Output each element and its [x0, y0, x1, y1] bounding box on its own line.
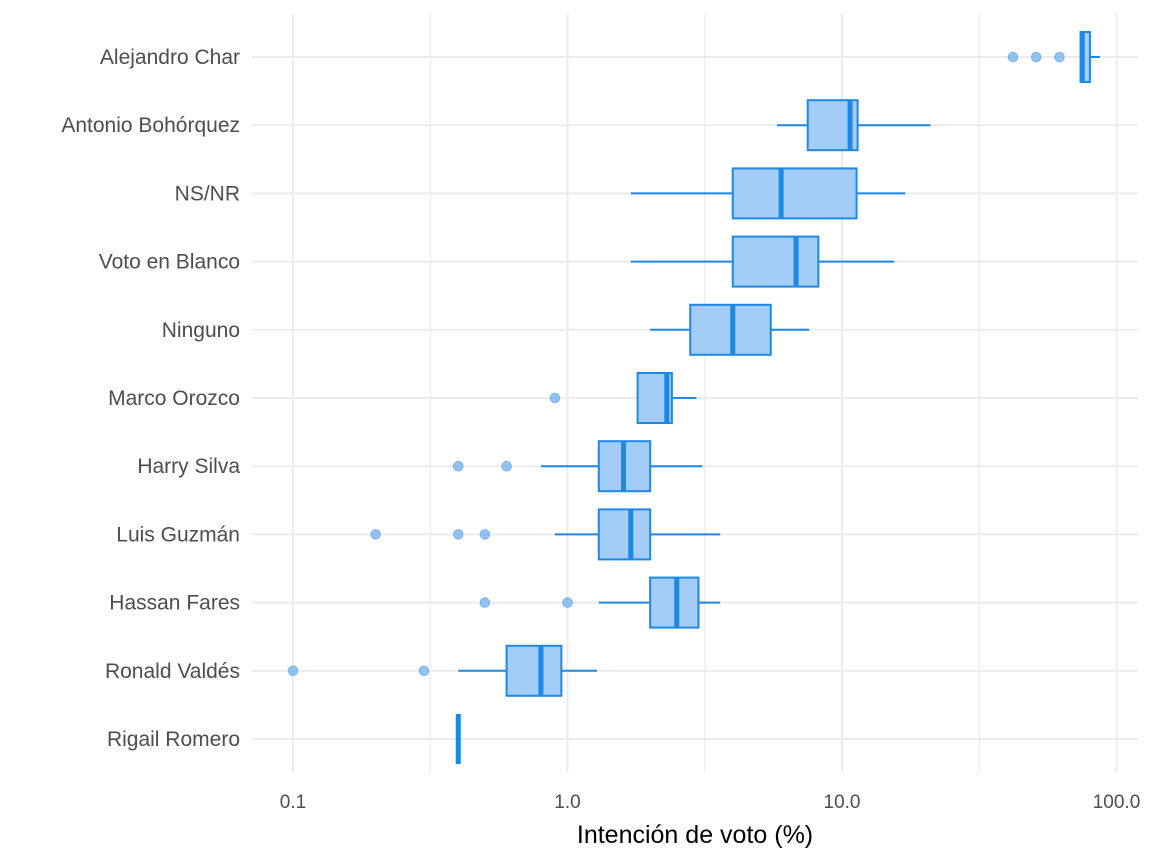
- box-8: [479, 576, 721, 629]
- outlier-point-2: [479, 529, 491, 540]
- outlier-point-0: [1007, 51, 1019, 63]
- category-label-2: NS/NR: [175, 182, 240, 205]
- category-label-9: Ronald Valdés: [105, 660, 240, 683]
- category-label-6: Harry Silva: [137, 455, 240, 478]
- iqr-box: [505, 644, 563, 697]
- category-label-7: Luis Guzmán: [116, 523, 240, 546]
- category-label-5: Marco Orozco: [108, 387, 240, 410]
- category-label-10: Rigail Romero: [107, 728, 240, 751]
- category-label-0: Alejandro Char: [100, 46, 240, 69]
- outlier-point-1: [501, 460, 512, 472]
- category-label-1: Antonio Bohórquez: [61, 114, 240, 137]
- box-3: [630, 235, 895, 288]
- outlier-point-1: [562, 597, 573, 608]
- outlier-point-0: [479, 597, 491, 608]
- boxplot-series: [287, 31, 1100, 764]
- outlier-point-0: [287, 665, 299, 677]
- x-tick-label-2: 10.0: [824, 792, 861, 813]
- outlier-point-1: [418, 665, 430, 677]
- box-1: [777, 99, 931, 152]
- outlier-point-0: [370, 529, 381, 540]
- x-tick-label-3: 100.0: [1093, 792, 1141, 813]
- box-7: [370, 508, 721, 561]
- box-4: [650, 303, 810, 356]
- iqr-box: [731, 167, 858, 220]
- box-5: [549, 372, 697, 424]
- category-label-3: Voto en Blanco: [99, 251, 240, 274]
- box-0: [1007, 31, 1100, 83]
- x-tick-labels: 0.1 1.0 10.0 100.0: [280, 792, 1140, 813]
- x-axis-title: Intención de voto (%): [577, 821, 813, 849]
- box-2: [630, 167, 906, 220]
- x-tick-label-1: 1.0: [554, 792, 580, 813]
- outlier-point-2: [1054, 51, 1065, 63]
- box-6: [452, 440, 703, 493]
- category-labels: Alejandro Char Antonio Bohórquez NS/NR Voto…: [61, 46, 240, 751]
- outlier-point-1: [1030, 51, 1042, 63]
- x-tick-label-0: 0.1: [280, 792, 306, 813]
- outlier-point-1: [452, 529, 464, 540]
- outlier-point-0: [452, 460, 464, 472]
- iqr-box: [731, 235, 820, 288]
- grid-lines: [252, 14, 1138, 772]
- category-label-8: Hassan Fares: [109, 592, 240, 615]
- box-9: [287, 644, 597, 697]
- category-label-4: Ninguno: [162, 319, 240, 342]
- iqr-box: [597, 508, 652, 561]
- outlier-point-0: [549, 392, 561, 404]
